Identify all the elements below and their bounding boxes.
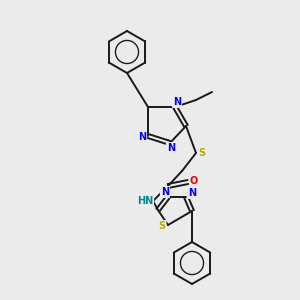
Text: N: N [167, 143, 175, 153]
Text: O: O [190, 176, 198, 186]
Text: N: N [138, 132, 146, 142]
Text: S: S [158, 221, 166, 231]
Text: N: N [161, 187, 169, 197]
Text: HN: HN [137, 196, 153, 206]
Text: N: N [188, 188, 196, 198]
Text: N: N [173, 97, 181, 107]
Text: S: S [198, 148, 206, 158]
